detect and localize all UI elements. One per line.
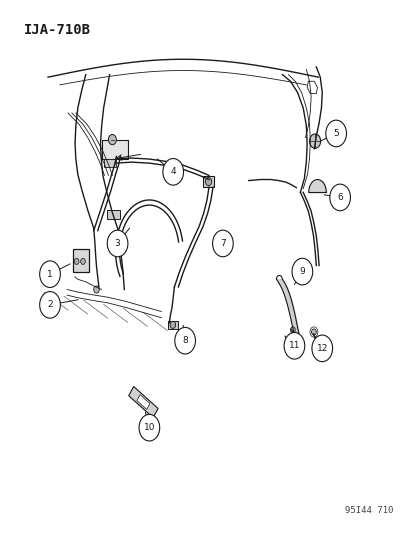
Text: 95I44 710: 95I44 710: [344, 506, 393, 515]
Circle shape: [283, 333, 304, 359]
FancyBboxPatch shape: [202, 176, 214, 187]
Text: 12: 12: [316, 344, 327, 353]
Circle shape: [40, 292, 60, 318]
Circle shape: [107, 230, 128, 257]
Circle shape: [40, 261, 60, 287]
Text: IJA-710B: IJA-710B: [24, 23, 91, 37]
Circle shape: [81, 259, 85, 264]
Circle shape: [93, 286, 99, 293]
Circle shape: [212, 230, 233, 257]
Polygon shape: [137, 395, 150, 409]
Circle shape: [329, 184, 350, 211]
Circle shape: [325, 120, 346, 147]
Circle shape: [309, 134, 320, 148]
Text: 7: 7: [219, 239, 225, 248]
Text: 11: 11: [288, 341, 299, 350]
Circle shape: [290, 327, 294, 333]
Circle shape: [205, 177, 211, 185]
FancyBboxPatch shape: [168, 321, 177, 329]
Circle shape: [311, 329, 316, 335]
Text: 6: 6: [337, 193, 342, 202]
Text: 1: 1: [47, 270, 53, 279]
Circle shape: [311, 335, 332, 362]
Text: 2: 2: [47, 301, 53, 309]
Circle shape: [162, 158, 183, 185]
Polygon shape: [128, 386, 158, 418]
FancyBboxPatch shape: [73, 248, 88, 272]
Circle shape: [108, 134, 116, 145]
Text: 8: 8: [182, 336, 188, 345]
Text: 3: 3: [114, 239, 120, 248]
Circle shape: [74, 259, 79, 264]
Circle shape: [170, 321, 175, 328]
Text: 10: 10: [143, 423, 155, 432]
FancyBboxPatch shape: [107, 210, 119, 220]
Circle shape: [291, 259, 312, 285]
Circle shape: [174, 327, 195, 354]
Circle shape: [139, 414, 159, 441]
Text: 9: 9: [299, 267, 304, 276]
FancyBboxPatch shape: [102, 140, 127, 159]
Text: 4: 4: [170, 167, 176, 176]
Text: 5: 5: [332, 129, 338, 138]
FancyBboxPatch shape: [104, 158, 115, 167]
